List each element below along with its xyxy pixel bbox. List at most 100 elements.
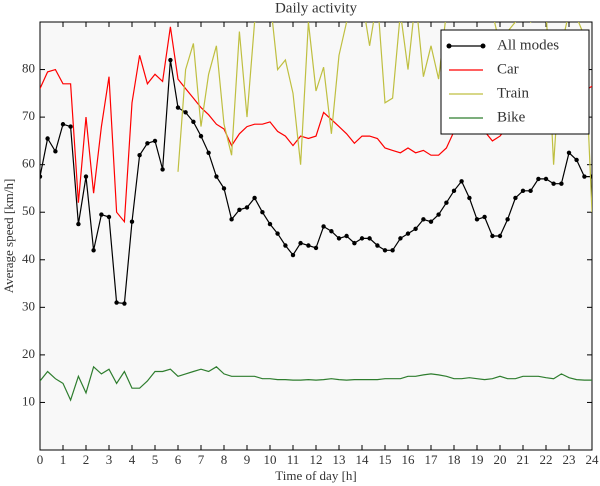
x-tick-label: 6 [175,452,182,467]
point [474,217,480,222]
point [114,300,119,305]
point [206,150,211,155]
legend-label: Car [497,61,519,77]
x-tick-label: 2 [83,452,90,467]
x-tick-label: 1 [60,452,67,467]
point [244,205,250,210]
point [76,221,81,227]
x-tick-label: 21 [517,452,530,467]
point [91,248,96,253]
legend-label: Train [497,85,529,101]
y-tick-label: 70 [22,108,35,123]
legend-label: All modes [497,37,559,53]
y-tick-label: 20 [22,346,35,361]
point [405,231,411,236]
point [106,214,112,220]
point [566,150,572,155]
point [183,110,188,115]
point [53,149,58,154]
point [152,138,158,144]
point [398,236,403,241]
x-tick-label: 16 [402,452,416,467]
point [221,186,227,191]
plot-lines [40,22,592,402]
x-tick-label: 3 [106,452,113,467]
x-tick-label: 23 [563,452,576,467]
point [313,245,319,251]
point [68,124,73,129]
point [298,240,303,246]
point [482,214,487,220]
x-tick-label: 8 [221,452,228,467]
x-tick-label: 13 [333,452,346,467]
x-tick-label: 4 [129,452,136,467]
point [336,236,342,241]
series-line [40,26,592,224]
series-line [40,365,592,402]
point [122,301,127,306]
point [290,252,296,258]
x-tick-label: 10 [264,452,277,467]
chart-title: Daily activity [275,0,358,16]
legend-marker [480,43,486,49]
point [145,141,150,146]
series-line [177,22,592,213]
y-tick-label: 60 [22,156,35,171]
x-tick-label: 0 [37,452,44,467]
point [467,195,472,201]
point [505,217,510,222]
point [436,212,441,217]
point [321,224,326,229]
x-axis-label: Time of day [h] [275,468,357,483]
x-tick-label: 22 [540,452,553,467]
y-tick-label: 50 [22,203,35,218]
point [237,207,242,213]
point [528,188,533,194]
x-tick-label: 15 [379,452,392,467]
point [60,122,66,127]
x-tick-label: 12 [310,452,323,467]
point [344,233,349,239]
point [551,181,556,186]
point [137,152,142,158]
point [382,248,388,253]
point [451,188,457,194]
y-tick-label: 80 [22,61,35,76]
point [543,176,549,182]
point [160,167,165,172]
x-tick-label: 5 [152,452,159,467]
point [513,195,518,201]
x-tick-label: 7 [198,452,205,467]
point [574,157,579,163]
y-tick-label: 30 [22,298,35,313]
point [459,179,464,184]
x-tick-label: 24 [586,452,600,467]
point [367,236,372,241]
point [329,229,334,234]
point [129,219,135,224]
x-tick-label: 11 [287,452,300,467]
point [45,136,50,141]
legend-box [440,29,590,135]
point [582,174,587,179]
point [99,212,104,217]
point [168,57,173,63]
y-axis-label: Average speed [km/h] [1,179,16,294]
point [559,181,564,186]
point [175,105,181,110]
point [214,174,219,179]
point [306,243,311,248]
point [198,133,204,139]
legend-marker [446,43,452,49]
point [191,119,196,125]
point [267,221,273,227]
point [536,176,541,182]
x-tick-label: 9 [244,452,251,467]
point [428,219,434,224]
y-tick-label: 40 [22,251,35,266]
point [444,200,449,205]
point [490,233,495,239]
point [352,240,357,246]
legend-label: Bike [497,109,526,125]
